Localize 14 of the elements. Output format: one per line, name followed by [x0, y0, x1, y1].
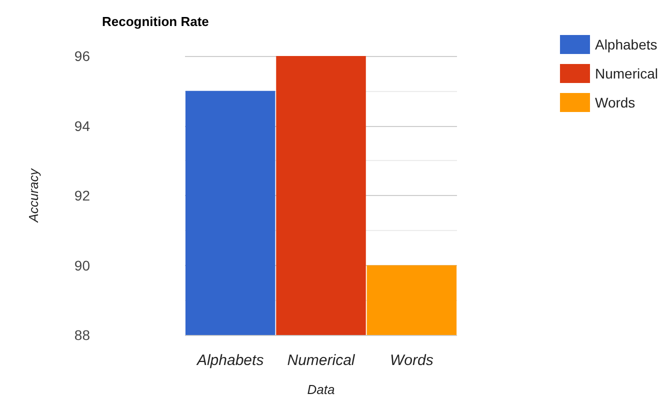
chart-title: Recognition Rate [102, 14, 209, 29]
y-tick-label: 90 [74, 257, 90, 274]
x-tick-label: Numerical [287, 352, 356, 369]
x-tick-label: Alphabets [196, 352, 264, 369]
legend-label: Alphabets [594, 36, 658, 52]
y-tick-label: 88 [74, 327, 90, 343]
legend-label: Words [594, 94, 636, 110]
y-tick-label: 92 [74, 188, 90, 204]
y-tick-label: 96 [74, 48, 90, 64]
x-axis-title: Data [307, 382, 335, 397]
y-axis-title: Accuracy [26, 167, 41, 224]
x-tick-label: Words [390, 352, 434, 369]
y-tick-label: 94 [74, 118, 90, 134]
legend-label: Numerical [594, 66, 658, 82]
